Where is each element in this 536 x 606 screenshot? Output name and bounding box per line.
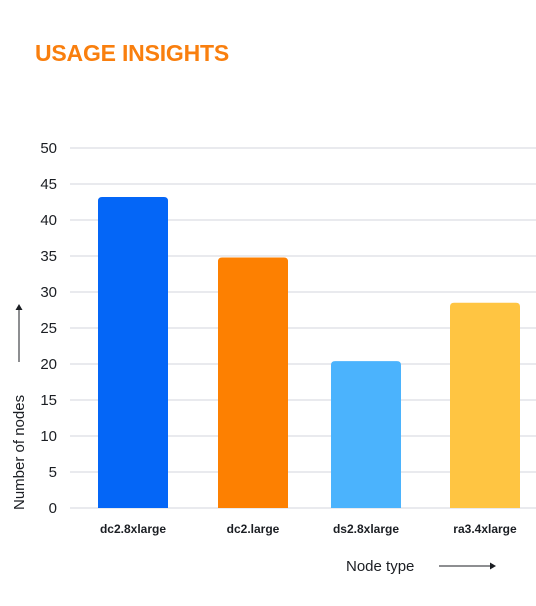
y-axis-title: Number of nodes <box>11 395 28 510</box>
y-tick-label: 15 <box>40 392 57 409</box>
y-tick-label: 45 <box>40 176 57 193</box>
x-tick-label: ra3.4xlarge <box>453 522 517 536</box>
bar-ds2.8xlarge <box>331 361 401 508</box>
y-tick-label: 25 <box>40 320 57 337</box>
chart-title: USAGE INSIGHTS <box>35 40 230 66</box>
y-tick-label: 30 <box>40 284 57 301</box>
bar-ra3.4xlarge <box>450 302 520 508</box>
y-tick-label: 0 <box>49 500 57 517</box>
y-tick-label: 10 <box>40 428 57 445</box>
x-tick-label: dc2.8xlarge <box>100 522 166 536</box>
x-tick-label: ds2.8xlarge <box>333 522 399 536</box>
bar-dc2.8xlarge <box>98 196 168 508</box>
y-tick-label: 35 <box>40 248 57 265</box>
y-axis-ticks: 0 5 10 15 20 25 30 35 40 45 50 <box>40 140 57 517</box>
y-axis-title-group: Number of nodes <box>11 304 28 510</box>
x-axis-title-group: Node type <box>346 558 496 575</box>
x-axis-title: Node type <box>346 558 414 575</box>
y-tick-label: 40 <box>40 212 57 229</box>
x-axis-arrow-head <box>490 562 496 570</box>
x-axis-categories: dc2.8xlarge dc2.large ds2.8xlarge ra3.4xlar… <box>100 522 517 536</box>
y-tick-label: 20 <box>40 356 57 373</box>
y-tick-label: 5 <box>49 464 57 481</box>
y-axis-arrow-head <box>15 304 23 310</box>
y-tick-label: 50 <box>40 140 57 157</box>
x-tick-label: dc2.large <box>227 522 280 536</box>
bars <box>98 196 520 508</box>
bar-dc2.large <box>218 257 288 508</box>
